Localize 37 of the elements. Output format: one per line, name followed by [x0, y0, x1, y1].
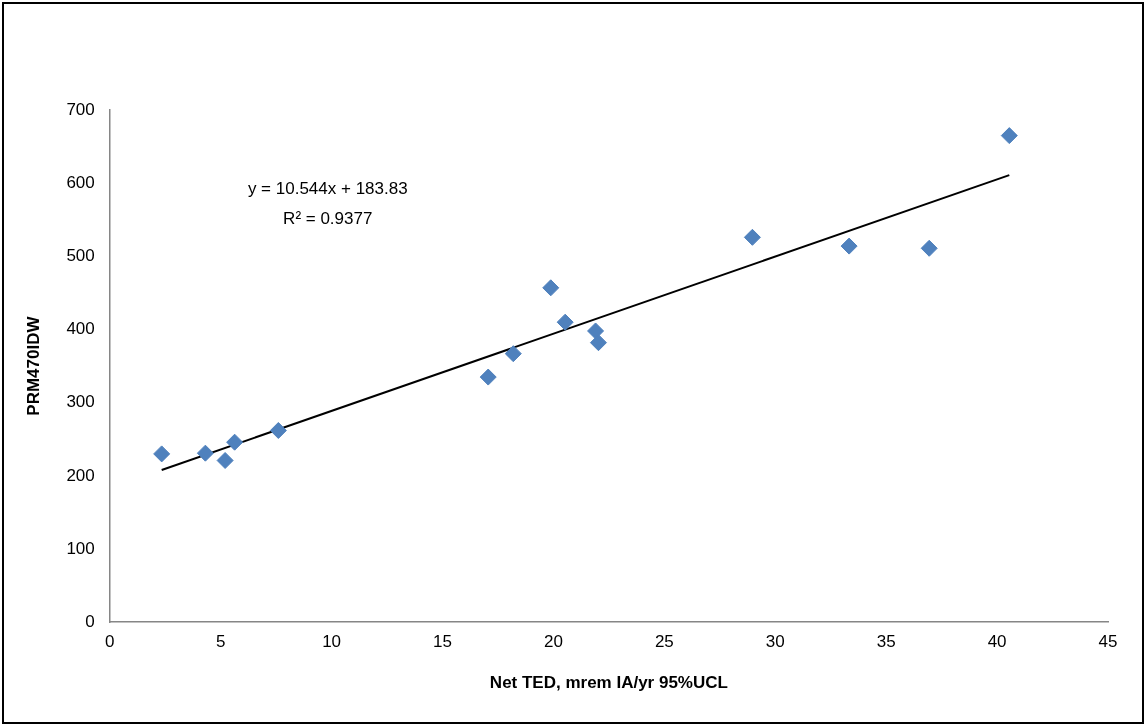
y-tick-label: 200 [66, 465, 95, 485]
point [556, 313, 574, 331]
point [226, 433, 244, 451]
x-tick-label: 45 [1098, 632, 1118, 652]
point [216, 451, 234, 469]
point [840, 237, 858, 255]
point [589, 334, 607, 352]
y-axis-title: PRM470IDW [23, 315, 43, 416]
point [196, 444, 214, 462]
point [920, 239, 938, 257]
y-tick-label: 700 [66, 99, 95, 119]
y-tick-label: 300 [66, 392, 95, 412]
y-tick-label: 600 [66, 172, 95, 192]
point [1000, 127, 1018, 145]
x-tick-label: 25 [654, 632, 674, 652]
x-axis-title: Net TED, mrem IA/yr 95%UCL [489, 673, 728, 693]
point [587, 322, 605, 340]
x-tick-label: 15 [433, 632, 452, 652]
point [743, 228, 761, 246]
x-tick-label: 20 [543, 632, 563, 652]
y-tick-label: 400 [66, 319, 95, 339]
y-tick-label: 0 [85, 611, 95, 631]
x-tick-label: 35 [876, 632, 896, 652]
x-tick-label: 5 [215, 632, 226, 652]
annotation: R² = 0.9377 [283, 209, 373, 228]
annotation: y = 10.544x + 183.83 [247, 179, 408, 198]
point [269, 421, 287, 439]
point [504, 345, 522, 363]
y-tick-label: 500 [66, 246, 95, 266]
point [153, 445, 171, 463]
x-tick-label: 40 [987, 632, 1007, 652]
x-tick-label: 10 [322, 632, 342, 652]
y-tick-label: 100 [66, 538, 95, 558]
point [479, 368, 497, 386]
x-tick-label: 0 [105, 632, 115, 652]
point [542, 279, 560, 297]
x-tick-label: 30 [765, 632, 785, 652]
